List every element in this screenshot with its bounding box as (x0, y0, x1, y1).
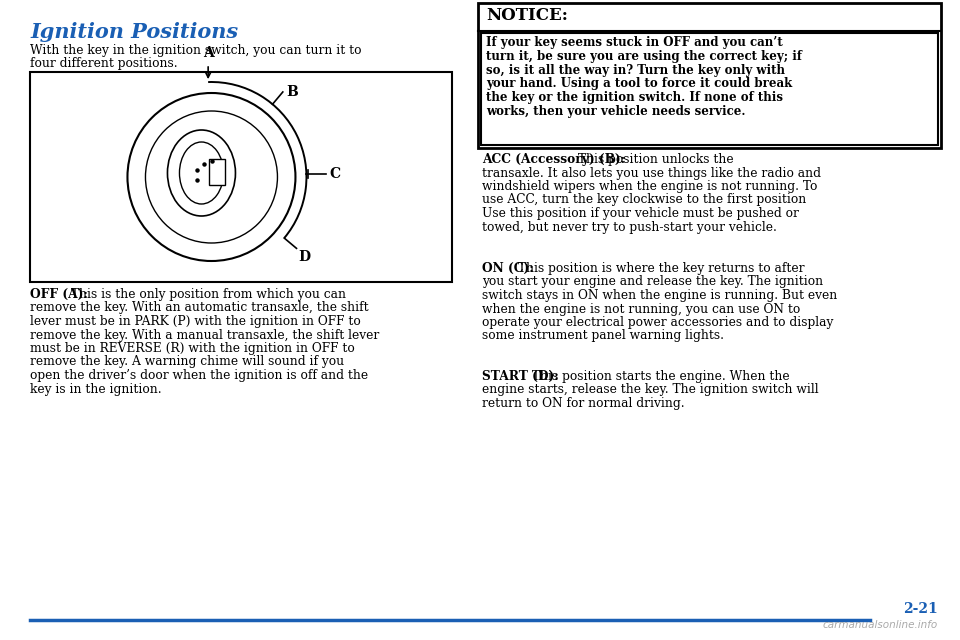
Text: switch stays in ON when the engine is running. But even: switch stays in ON when the engine is ru… (482, 289, 837, 302)
Text: transaxle. It also lets you use things like the radio and: transaxle. It also lets you use things l… (482, 166, 821, 179)
Text: This position is where the key returns to after: This position is where the key returns t… (515, 262, 804, 275)
Text: With the key in the ignition switch, you can turn it to: With the key in the ignition switch, you… (30, 44, 362, 57)
Text: B: B (286, 85, 298, 99)
Bar (30, 72, 452, 282)
Text: Ignition Positions: Ignition Positions (30, 22, 238, 42)
Text: windshield wipers when the engine is not running. To: windshield wipers when the engine is not… (482, 180, 817, 193)
Bar (209, 159, 226, 185)
Text: NOTICE:: NOTICE: (486, 7, 568, 24)
Text: towed, but never try to push-start your vehicle.: towed, but never try to push-start your … (482, 221, 777, 234)
Text: your hand. Using a tool to force it could break: your hand. Using a tool to force it coul… (486, 77, 792, 90)
Text: remove the key. A warning chime will sound if you: remove the key. A warning chime will sou… (30, 355, 344, 369)
Text: remove the key. With a manual transaxle, the shift lever: remove the key. With a manual transaxle,… (30, 328, 379, 342)
Bar (481, 33, 938, 145)
Text: key is in the ignition.: key is in the ignition. (30, 383, 161, 396)
Text: C: C (329, 166, 341, 180)
Text: START (D):: START (D): (482, 370, 559, 383)
Text: This position unlocks the: This position unlocks the (574, 153, 734, 166)
Text: OFF (A):: OFF (A): (30, 288, 88, 301)
Text: return to ON for normal driving.: return to ON for normal driving. (482, 397, 684, 410)
Text: ACC (Accessory) (B):: ACC (Accessory) (B): (482, 153, 625, 166)
Text: If your key seems stuck in OFF and you can’t: If your key seems stuck in OFF and you c… (486, 36, 782, 49)
Text: you start your engine and release the key. The ignition: you start your engine and release the ke… (482, 275, 823, 289)
Text: when the engine is not running, you can use ON to: when the engine is not running, you can … (482, 303, 801, 316)
Text: must be in REVERSE (R) with the ignition in OFF to: must be in REVERSE (R) with the ignition… (30, 342, 355, 355)
Text: so, is it all the way in? Turn the key only with: so, is it all the way in? Turn the key o… (486, 63, 785, 77)
Bar (478, 3, 941, 148)
Text: engine starts, release the key. The ignition switch will: engine starts, release the key. The igni… (482, 383, 819, 397)
Ellipse shape (180, 142, 224, 204)
Text: operate your electrical power accessories and to display: operate your electrical power accessorie… (482, 316, 833, 329)
Text: 2-21: 2-21 (903, 602, 938, 616)
Circle shape (128, 93, 296, 261)
Text: the key or the ignition switch. If none of this: the key or the ignition switch. If none … (486, 91, 783, 104)
Text: lever must be in PARK (P) with the ignition in OFF to: lever must be in PARK (P) with the ignit… (30, 315, 361, 328)
Text: carmanualsonline.info: carmanualsonline.info (823, 620, 938, 630)
Text: A: A (203, 46, 213, 60)
Text: Use this position if your vehicle must be pushed or: Use this position if your vehicle must b… (482, 207, 799, 220)
Ellipse shape (167, 130, 235, 216)
Text: four different positions.: four different positions. (30, 57, 178, 70)
Text: some instrument panel warning lights.: some instrument panel warning lights. (482, 330, 724, 342)
Text: open the driver’s door when the ignition is off and the: open the driver’s door when the ignition… (30, 369, 368, 382)
Text: D: D (299, 250, 311, 264)
Circle shape (146, 111, 277, 243)
Text: use ACC, turn the key clockwise to the first position: use ACC, turn the key clockwise to the f… (482, 193, 806, 207)
Text: works, then your vehicle needs service.: works, then your vehicle needs service. (486, 105, 746, 118)
Text: ON (C):: ON (C): (482, 262, 534, 275)
Text: remove the key. With an automatic transaxle, the shift: remove the key. With an automatic transa… (30, 301, 369, 314)
Text: turn it, be sure you are using the correct key; if: turn it, be sure you are using the corre… (486, 50, 802, 63)
Text: This position starts the engine. When the: This position starts the engine. When th… (528, 370, 790, 383)
Text: This is the only position from which you can: This is the only position from which you… (67, 288, 346, 301)
